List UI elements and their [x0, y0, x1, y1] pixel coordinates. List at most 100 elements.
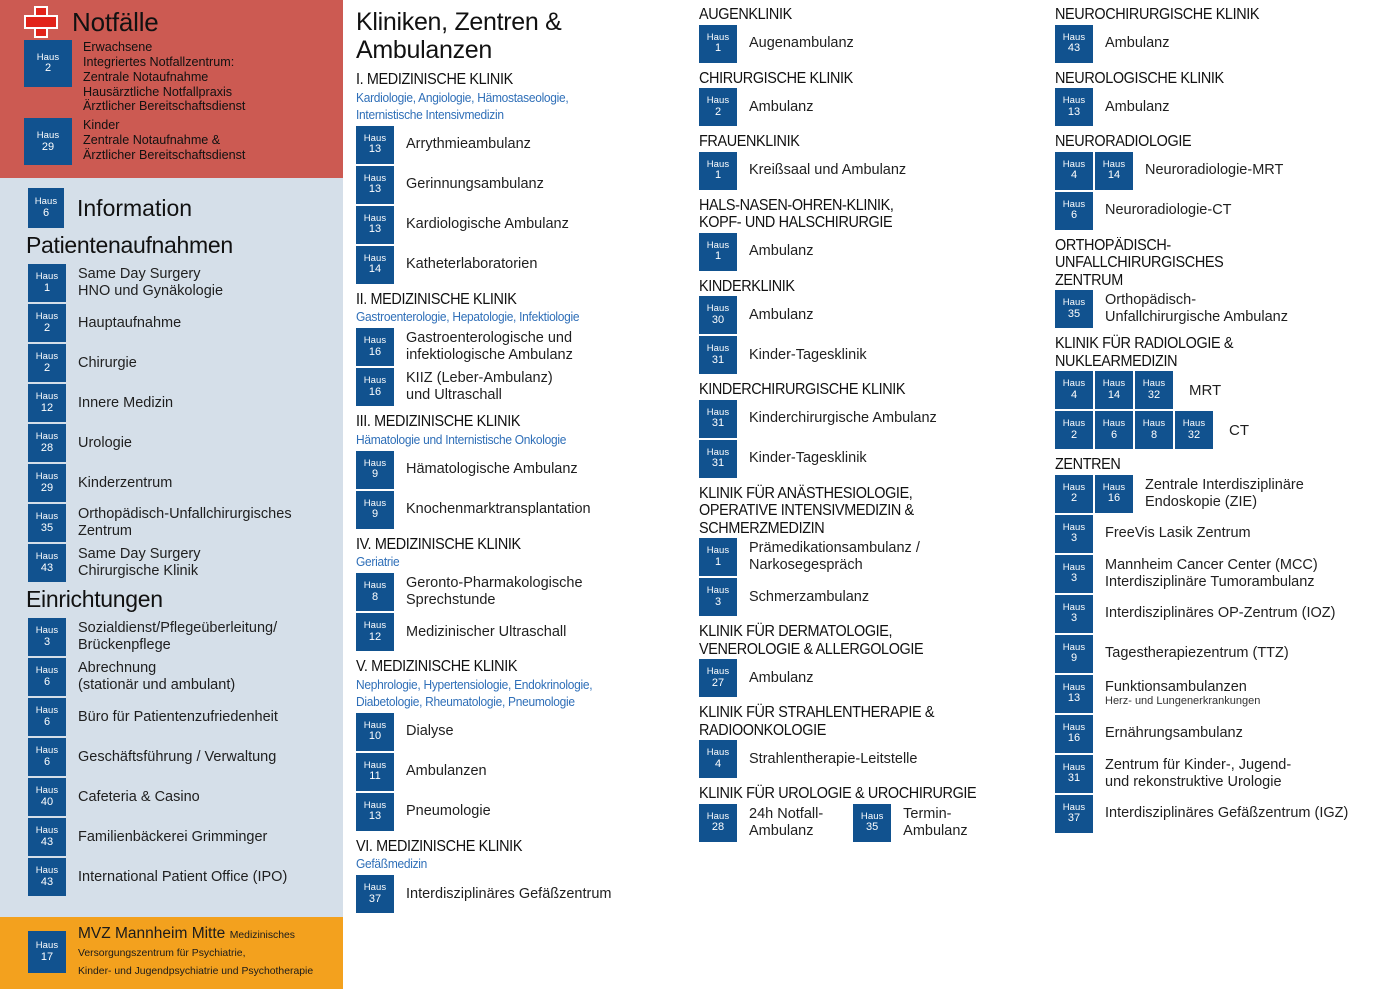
house-badge-group: Haus 2 Haus 16: [1055, 474, 1133, 513]
clinic-name: VI. MEDIZINISCHE KLINIK: [356, 837, 523, 855]
clinic-specialties: Nephrologie, Hypertensiologie, Endokrino…: [356, 677, 593, 709]
directory-row[interactable]: Haus 31 Kinder-Tagesklinik: [699, 336, 1044, 374]
directory-row[interactable]: Haus 13 Kardiologische Ambulanz: [356, 205, 688, 244]
directory-row[interactable]: Haus 6 Büro für Patientenzufriedenheit: [28, 698, 343, 736]
directory-row[interactable]: Haus 31 Zentrum für Kinder-, Jugend-und re…: [1055, 754, 1400, 793]
clinic-specialties: Hämatologie und Internistische Onkologie: [356, 432, 567, 447]
information-row[interactable]: Haus 6 Information: [0, 188, 343, 228]
house-badge-group: Haus 27: [699, 659, 737, 697]
directory-row[interactable]: Haus 11 Ambulanzen: [356, 752, 688, 791]
directory-row[interactable]: Haus 10 Dialyse: [356, 712, 688, 751]
directory-row[interactable]: Haus 35 Orthopädisch-Unfallchirurgisches Ze…: [28, 504, 343, 542]
house-badge-group: Haus 13: [356, 165, 394, 204]
directory-row[interactable]: Haus 16 Gastroenterologische und infektiolo…: [356, 328, 688, 366]
directory-row[interactable]: Haus 6 Neuroradiologie-CT: [1055, 191, 1400, 230]
directory-row[interactable]: Haus 3 Mannheim Cancer Center (MCC) Interdi…: [1055, 554, 1400, 593]
clinic-name: II. MEDIZINISCHE KLINIK: [356, 290, 517, 308]
clinic-name: NEUROLOGISCHE KLINIK: [1055, 69, 1224, 87]
house-badge: Haus 40: [28, 778, 66, 816]
directory-row[interactable]: Haus 1 Kreißsaal und Ambulanz: [699, 151, 1044, 190]
directory-row[interactable]: Haus 43 Same Day Surgery Chirurgische Klini…: [28, 544, 343, 582]
directory-row[interactable]: Haus 2 Chirurgie: [28, 344, 343, 382]
clinic-block: V. MEDIZINISCHE KLINIK Nephrologie, Hyper…: [356, 658, 688, 831]
house-badge: Haus 3: [1055, 514, 1093, 553]
directory-row[interactable]: Haus 1 Same Day Surgery HNO und Gynäkologie: [28, 264, 343, 302]
directory-row[interactable]: Haus 37 Interdisziplinäres Gefäßzentrum (I…: [1055, 794, 1400, 833]
directory-row-label: Orthopädisch-Unfallchirurgisches Zentrum: [78, 506, 292, 539]
house-badge: Haus 13: [356, 792, 394, 831]
directory-row[interactable]: Haus 1 Prämedikationsambulanz / Narkosegesp…: [699, 538, 1044, 576]
directory-row[interactable]: Haus 40 Cafeteria & Casino: [28, 778, 343, 816]
directory-row[interactable]: Haus 6 Abrechnung (stationär und ambulant): [28, 658, 343, 696]
mvz-section[interactable]: Haus 17 MVZ Mannheim Mitte Medizinisches…: [0, 917, 343, 989]
directory-row[interactable]: Haus 31 Kinder-Tagesklinik: [699, 439, 1044, 478]
directory-row[interactable]: Haus 2 Hauptaufnahme: [28, 304, 343, 342]
directory-row[interactable]: Haus 1 Augenambulanz: [699, 24, 1044, 63]
directory-row[interactable]: Haus 16 Ernährungsambulanz: [1055, 714, 1400, 753]
clinic-name: III. MEDIZINISCHE KLINIK: [356, 413, 521, 430]
section-rows: Haus 3 Sozialdienst/Pflegeüberleitung/Brüc…: [0, 618, 343, 896]
directory-row[interactable]: Haus 35 Orthopädisch- Unfallchirurgische Am…: [1055, 290, 1400, 328]
clinic-list: I. MEDIZINISCHE KLINIK Kardiologie, Angio…: [356, 71, 688, 913]
directory-row[interactable]: Haus 13 Funktionsambulanzen Herz- und Lunge…: [1055, 674, 1400, 713]
directory-row[interactable]: Haus 12 Innere Medizin: [28, 384, 343, 422]
directory-row[interactable]: Haus 28 24h Notfall- Ambulanz: [699, 803, 823, 842]
directory-row[interactable]: Haus 13 Pneumologie: [356, 792, 688, 831]
house-badge-group: Haus 31: [1055, 754, 1093, 793]
directory-row[interactable]: Haus 13 Arrythmieambulanz: [356, 125, 688, 164]
directory-row[interactable]: Haus 30 Ambulanz: [699, 296, 1044, 334]
directory-row[interactable]: Haus 1 Ambulanz: [699, 232, 1044, 271]
clinic-name: KLINIK FÜR STRAHLENTHERAPIE & RADIOONKOLO…: [699, 704, 935, 739]
directory-row[interactable]: Haus 8 Geronto-Pharmakologische Sprechstund…: [356, 573, 688, 611]
directory-row[interactable]: Haus 28 Urologie: [28, 424, 343, 462]
house-badge-group: Haus 3: [28, 618, 66, 656]
emergency-entry[interactable]: Haus 2 Erwachsene Integriertes Notfallzentr…: [0, 40, 343, 114]
directory-row[interactable]: Haus 31 Kinderchirurgische Ambulanz: [699, 399, 1044, 438]
clinic-block: NEURORADIOLOGIE Haus 4 Haus 14 Neuroradiologi…: [1055, 133, 1400, 230]
directory-row[interactable]: Haus 16 KIIZ (Leber-Ambulanz) und Ultrascha…: [356, 368, 688, 406]
emergency-section: Notfälle Haus 2 Erwachsene Integriertes Not…: [0, 0, 343, 178]
directory-row[interactable]: Haus 14 Katheterlaboratorien: [356, 245, 688, 284]
directory-row[interactable]: Haus 43 Ambulanz: [1055, 24, 1400, 63]
directory-row[interactable]: Haus 13 Gerinnungsambulanz: [356, 165, 688, 204]
emergency-header: Notfälle: [0, 6, 343, 38]
directory-row[interactable]: Haus 2 Ambulanz: [699, 88, 1044, 126]
directory-row[interactable]: Haus 4 Haus 14 Neuroradiologie-MRT: [1055, 151, 1400, 190]
directory-row[interactable]: Haus 37 Interdisziplinäres Gefäßzentrum: [356, 875, 688, 913]
directory-row-label: Interdisziplinäres Gefäßzentrum (IGZ): [1105, 805, 1349, 822]
directory-row[interactable]: Haus 3 Schmerzambulanz: [699, 578, 1044, 616]
modality-row[interactable]: Haus 2 Haus 6 Haus 8 Haus 32 CT: [1055, 411, 1400, 449]
directory-row[interactable]: Haus 9 Knochenmarktransplantation: [356, 490, 688, 529]
directory-row-label: Innere Medizin: [78, 394, 174, 411]
emergency-entry[interactable]: Haus 29 Kinder Zentrale Notaufnahme & Ärztli…: [0, 118, 343, 166]
house-badge-group: Haus 14: [356, 245, 394, 284]
clinic-specialties: Kardiologie, Angiologie, Hämostaseologie…: [356, 90, 569, 122]
house-badge: Haus 43: [28, 818, 66, 856]
directory-row-label: Arrythmieambulanz: [406, 136, 531, 153]
directory-row[interactable]: Haus 4 Strahlentherapie-Leitstelle: [699, 740, 1044, 778]
modality-row[interactable]: Haus 4 Haus 14 Haus 32 MRT: [1055, 371, 1400, 409]
directory-row[interactable]: Haus 43 Familienbäckerei Grimminger: [28, 818, 343, 856]
clinic-name: KLINIK FÜR ANÄSTHESIOLOGIE, OPERATIVE INT…: [699, 484, 914, 537]
house-badge-group: Haus 13: [1055, 674, 1093, 713]
directory-row[interactable]: Haus 3 FreeVis Lasik Zentrum: [1055, 514, 1400, 553]
directory-row[interactable]: Haus 9 Tagestherapiezentrum (TTZ): [1055, 634, 1400, 673]
directory-row[interactable]: Haus 12 Medizinischer Ultraschall: [356, 613, 688, 651]
directory-row[interactable]: Haus 2 Haus 16 Zentrale Interdisziplinäre End…: [1055, 474, 1400, 513]
directory-row[interactable]: Haus 43 International Patient Office (IPO): [28, 858, 343, 896]
house-badge: Haus 4: [1055, 151, 1093, 190]
directory-row[interactable]: Haus 6 Geschäftsführung / Verwaltung: [28, 738, 343, 776]
directory-row[interactable]: Haus 27 Ambulanz: [699, 659, 1044, 697]
house-badge-group: Haus 1: [699, 538, 737, 576]
house-badge: Haus 35: [28, 504, 66, 542]
clinic-block: KLINIK FÜR UROLOGIE & UROCHIRURGIE Haus 28…: [699, 785, 1044, 842]
directory-row[interactable]: Haus 9 Hämatologische Ambulanz: [356, 450, 688, 489]
directory-row[interactable]: Haus 13 Ambulanz: [1055, 88, 1400, 126]
house-badge-group: Haus 43: [28, 544, 66, 582]
directory-row[interactable]: Haus 3 Sozialdienst/Pflegeüberleitung/Brüc…: [28, 618, 343, 656]
directory-row[interactable]: Haus 35 Termin- Ambulanz: [853, 803, 968, 842]
directory-row[interactable]: Haus 3 Interdisziplinäres OP-Zentrum (IOZ): [1055, 594, 1400, 633]
directory-row[interactable]: Haus 29 Kinderzentrum: [28, 464, 343, 502]
house-badge: Haus 2: [24, 40, 72, 87]
house-badge-group: Haus 6: [1055, 191, 1093, 230]
